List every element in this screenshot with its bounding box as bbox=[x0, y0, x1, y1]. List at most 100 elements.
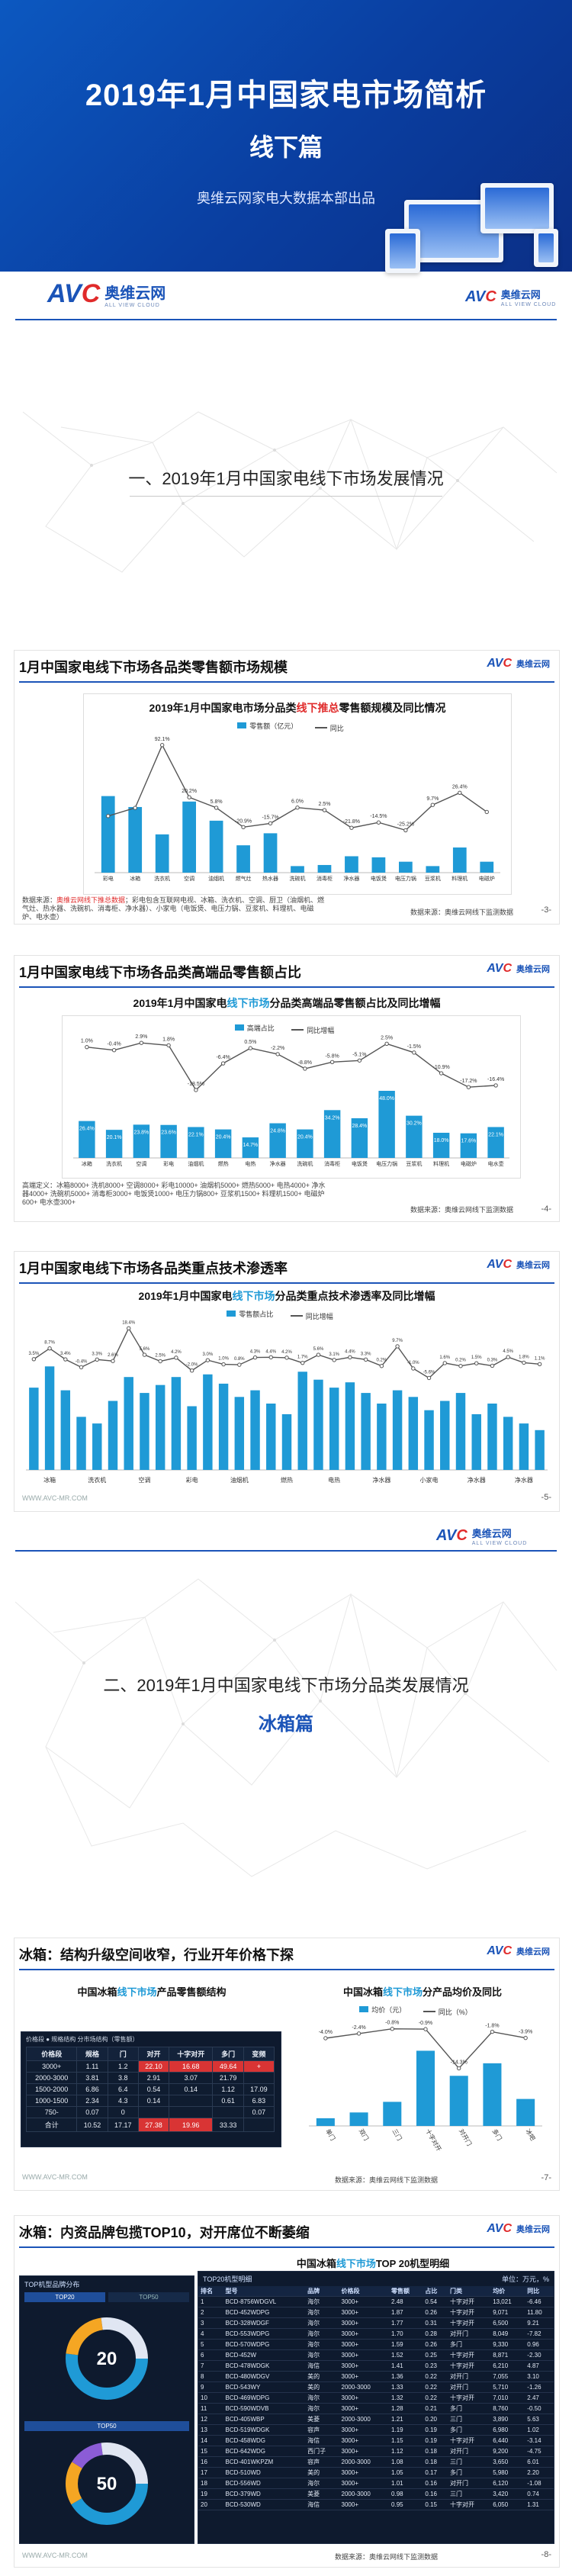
table-cell: 十字对开 bbox=[447, 2360, 491, 2372]
table-cell: -3.14 bbox=[525, 2435, 554, 2446]
table-cell: 33.33 bbox=[212, 2118, 244, 2132]
line-data-label: 9.7% bbox=[392, 1339, 403, 1343]
table-cell: 3.10 bbox=[525, 2371, 554, 2382]
bar bbox=[269, 1123, 286, 1158]
bar-data-label: 14.7% bbox=[243, 1143, 258, 1148]
series-line bbox=[86, 1042, 496, 1092]
chart-legend: 零售额（亿元） 同比 bbox=[84, 719, 511, 733]
bar-data-label: 24.8% bbox=[270, 1129, 285, 1134]
table-cell: 美菱 bbox=[305, 2488, 339, 2500]
bar bbox=[92, 1423, 102, 1470]
table-cell bbox=[137, 2106, 170, 2118]
slide-top20-models: 冰箱：内资品牌包揽TOP10，对开席位不断萎缩 AVC 奥维云网 中国冰箱线下市… bbox=[14, 2215, 560, 2568]
line-point bbox=[474, 1361, 479, 1365]
table-cell: 6.4 bbox=[107, 2083, 139, 2095]
line-data-label: 8.7% bbox=[44, 1341, 55, 1346]
slide-divider bbox=[19, 2246, 554, 2248]
line-point bbox=[275, 1052, 280, 1056]
slide-retail-scale: 1月中国家电线下市场各品类零售额市场规模 AVC 奥维云网 2019年1月中国家… bbox=[14, 650, 560, 925]
table-cell: 1 bbox=[198, 2296, 223, 2307]
line-data-label: 4.4% bbox=[265, 1349, 276, 1354]
table-cell: 9,071 bbox=[490, 2307, 525, 2318]
line-data-label: 1.0% bbox=[81, 1039, 93, 1044]
tab-top20[interactable]: TOP20 bbox=[24, 2292, 105, 2302]
bar bbox=[218, 1383, 229, 1470]
section-title: 二、2019年1月中国家电线下市场分品类发展情况 bbox=[103, 1676, 469, 1695]
panel-tabs: TOP20 TOP50 bbox=[20, 2292, 194, 2302]
table-cell: BCD-642WDG bbox=[223, 2446, 306, 2457]
table-cell: 对开门 bbox=[447, 2371, 491, 2382]
bar bbox=[297, 1372, 307, 1470]
bar bbox=[160, 1124, 177, 1158]
x-tick-label: 多门 bbox=[491, 2127, 504, 2142]
table-cell: -7.82 bbox=[525, 2328, 554, 2340]
table-cell: 6.83 bbox=[243, 2095, 275, 2107]
table-cell: 0.31 bbox=[423, 2317, 448, 2329]
polygon-background bbox=[22, 411, 558, 573]
table-cell: BCD-458WDG bbox=[223, 2435, 306, 2446]
line-data-label: 1.6% bbox=[439, 1356, 450, 1360]
line-data-label: -2.0% bbox=[186, 1363, 198, 1368]
brand-logo-small: AVC 奥维云网 bbox=[487, 2222, 550, 2235]
table-header-cell: 门 bbox=[107, 2047, 139, 2061]
line-point bbox=[329, 1060, 335, 1064]
line-data-label: 4.5% bbox=[503, 1349, 513, 1354]
table-cell: 2000-3000 bbox=[25, 2072, 78, 2084]
line-point bbox=[194, 1088, 198, 1092]
chart-title: 2019年1月中国家电线下市场分品类高端品零售额占比及同比增幅 bbox=[133, 997, 441, 1009]
table-cell: 0.74 bbox=[525, 2488, 554, 2500]
bar bbox=[378, 1091, 395, 1158]
line-data-label: 20.2% bbox=[182, 789, 197, 794]
line-data-label: -3.9% bbox=[519, 2030, 532, 2035]
bar bbox=[316, 2118, 335, 2126]
bar bbox=[291, 866, 304, 873]
table-header-cell: 门类 bbox=[447, 2286, 491, 2297]
table-cell: 1.02 bbox=[525, 2424, 554, 2436]
line-data-label: 3.0% bbox=[203, 1352, 214, 1357]
x-tick-label: 电压力锅 bbox=[376, 1160, 397, 1167]
top20-donut: 20 bbox=[66, 2317, 148, 2400]
x-tick-label: 双门 bbox=[358, 2127, 371, 2142]
table-cell: 9,200 bbox=[490, 2446, 525, 2457]
table-cell: 750- bbox=[25, 2106, 78, 2118]
series-line bbox=[108, 744, 487, 831]
x-tick-label: 电热 bbox=[245, 1160, 255, 1167]
table-cell: -1.08 bbox=[525, 2478, 554, 2489]
line-data-label: 18.4% bbox=[122, 1320, 136, 1325]
table-cell: 多门 bbox=[447, 2467, 491, 2478]
bar bbox=[399, 861, 413, 873]
line-point bbox=[537, 1362, 542, 1366]
bar bbox=[351, 1118, 368, 1158]
line-data-label: -5.6% bbox=[423, 1370, 435, 1375]
line-data-label: -5.1% bbox=[352, 1052, 366, 1057]
line-data-label: -6.4% bbox=[216, 1055, 230, 1060]
table-cell: 14 bbox=[198, 2435, 223, 2446]
table-cell: 海信 bbox=[305, 2499, 339, 2510]
line-point bbox=[379, 1364, 384, 1368]
bar-data-label: 26.4% bbox=[79, 1127, 95, 1132]
tab-top50-b[interactable]: TOP50 bbox=[24, 2421, 189, 2431]
table-cell: 3000+ bbox=[339, 2360, 390, 2372]
tab-top50[interactable]: TOP50 bbox=[108, 2292, 189, 2302]
x-tick-label: 电饭煲 bbox=[371, 875, 387, 882]
bar bbox=[408, 1397, 419, 1470]
table-cell: 18 bbox=[198, 2478, 223, 2489]
table-cell: BCD-530WD bbox=[223, 2499, 306, 2510]
bar bbox=[187, 1406, 197, 1470]
top20-table-panel: TOP20机型明细 单位：万元，% 排名 型号 品牌 价格段 零售额 占比 门类 均价 同比 1 B… bbox=[198, 2271, 554, 2544]
table-cell: 3000+ bbox=[339, 2403, 390, 2414]
line-point bbox=[384, 1041, 389, 1047]
bar bbox=[101, 796, 115, 873]
table-cell: 海尔 bbox=[305, 2317, 339, 2329]
table-cell: 2.20 bbox=[525, 2467, 554, 2478]
table-cell: BCD-379WD bbox=[223, 2488, 306, 2500]
table-cell: 1.32 bbox=[389, 2392, 423, 2404]
table-row: 5 BCD-570WDPG 海尔 3000+ 1.59 0.26 多门 9,330 0.96 bbox=[198, 2339, 554, 2350]
table-cell: 0.26 bbox=[423, 2307, 448, 2318]
line-point bbox=[268, 821, 273, 826]
table-cell: BCD-480WDGV bbox=[223, 2371, 306, 2382]
table-cell: 1.15 bbox=[389, 2435, 423, 2446]
table-cell: 3000+ bbox=[339, 2478, 390, 2489]
table-header-cell: 规格 bbox=[76, 2047, 108, 2061]
table-cell: 0.07 bbox=[243, 2106, 275, 2118]
